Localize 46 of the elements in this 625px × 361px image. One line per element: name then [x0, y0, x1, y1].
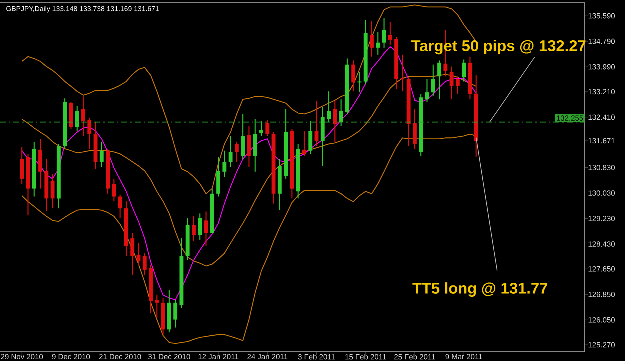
- candlestick: [142, 253, 147, 276]
- annotation: TT5 long @ 131.77: [412, 282, 548, 298]
- candlestick: [174, 300, 178, 328]
- candlestick: [20, 146, 24, 185]
- candlestick: [118, 194, 122, 219]
- candlestick: [82, 96, 86, 137]
- candlestick: [234, 141, 239, 163]
- candlestick: [370, 20, 374, 58]
- candlestick: [112, 178, 116, 202]
- candlestick: [88, 118, 92, 150]
- candlestick: [130, 232, 135, 276]
- candlestick: [69, 102, 74, 130]
- candlestick: [358, 72, 362, 94]
- candlestick: [431, 64, 436, 97]
- candlestick: [450, 66, 454, 100]
- candlestick: [266, 120, 270, 137]
- candlestick: [155, 294, 160, 318]
- candlestick: [382, 17, 386, 48]
- candlestick: [204, 211, 208, 248]
- candlestick: [320, 107, 325, 167]
- candlestick: [222, 150, 227, 178]
- candlestick: [352, 60, 356, 92]
- candlestick: [400, 54, 405, 92]
- candlestick: [438, 60, 442, 100]
- candlestick: [314, 100, 319, 147]
- candlestick: [456, 76, 460, 95]
- candlestick: [302, 130, 306, 156]
- candlestick: [253, 118, 258, 172]
- candlestick: [388, 22, 392, 46]
- candlestick: [327, 91, 331, 123]
- candlestick: [308, 120, 313, 155]
- candlestick: [333, 100, 338, 142]
- candlestick: [413, 108, 417, 150]
- candlestick: [198, 213, 202, 241]
- candlestick: [216, 156, 220, 198]
- candlestick: [75, 106, 80, 132]
- candlestick: [376, 32, 380, 56]
- candlestick: [38, 138, 42, 190]
- candlestick: [241, 114, 246, 160]
- candlestick: [228, 136, 233, 168]
- candlestick: [50, 174, 55, 210]
- candlestick: [462, 59, 466, 82]
- candlestick: [100, 141, 104, 168]
- candlestick: [192, 216, 196, 242]
- candlestick: [339, 99, 344, 127]
- candlestick: [260, 120, 264, 137]
